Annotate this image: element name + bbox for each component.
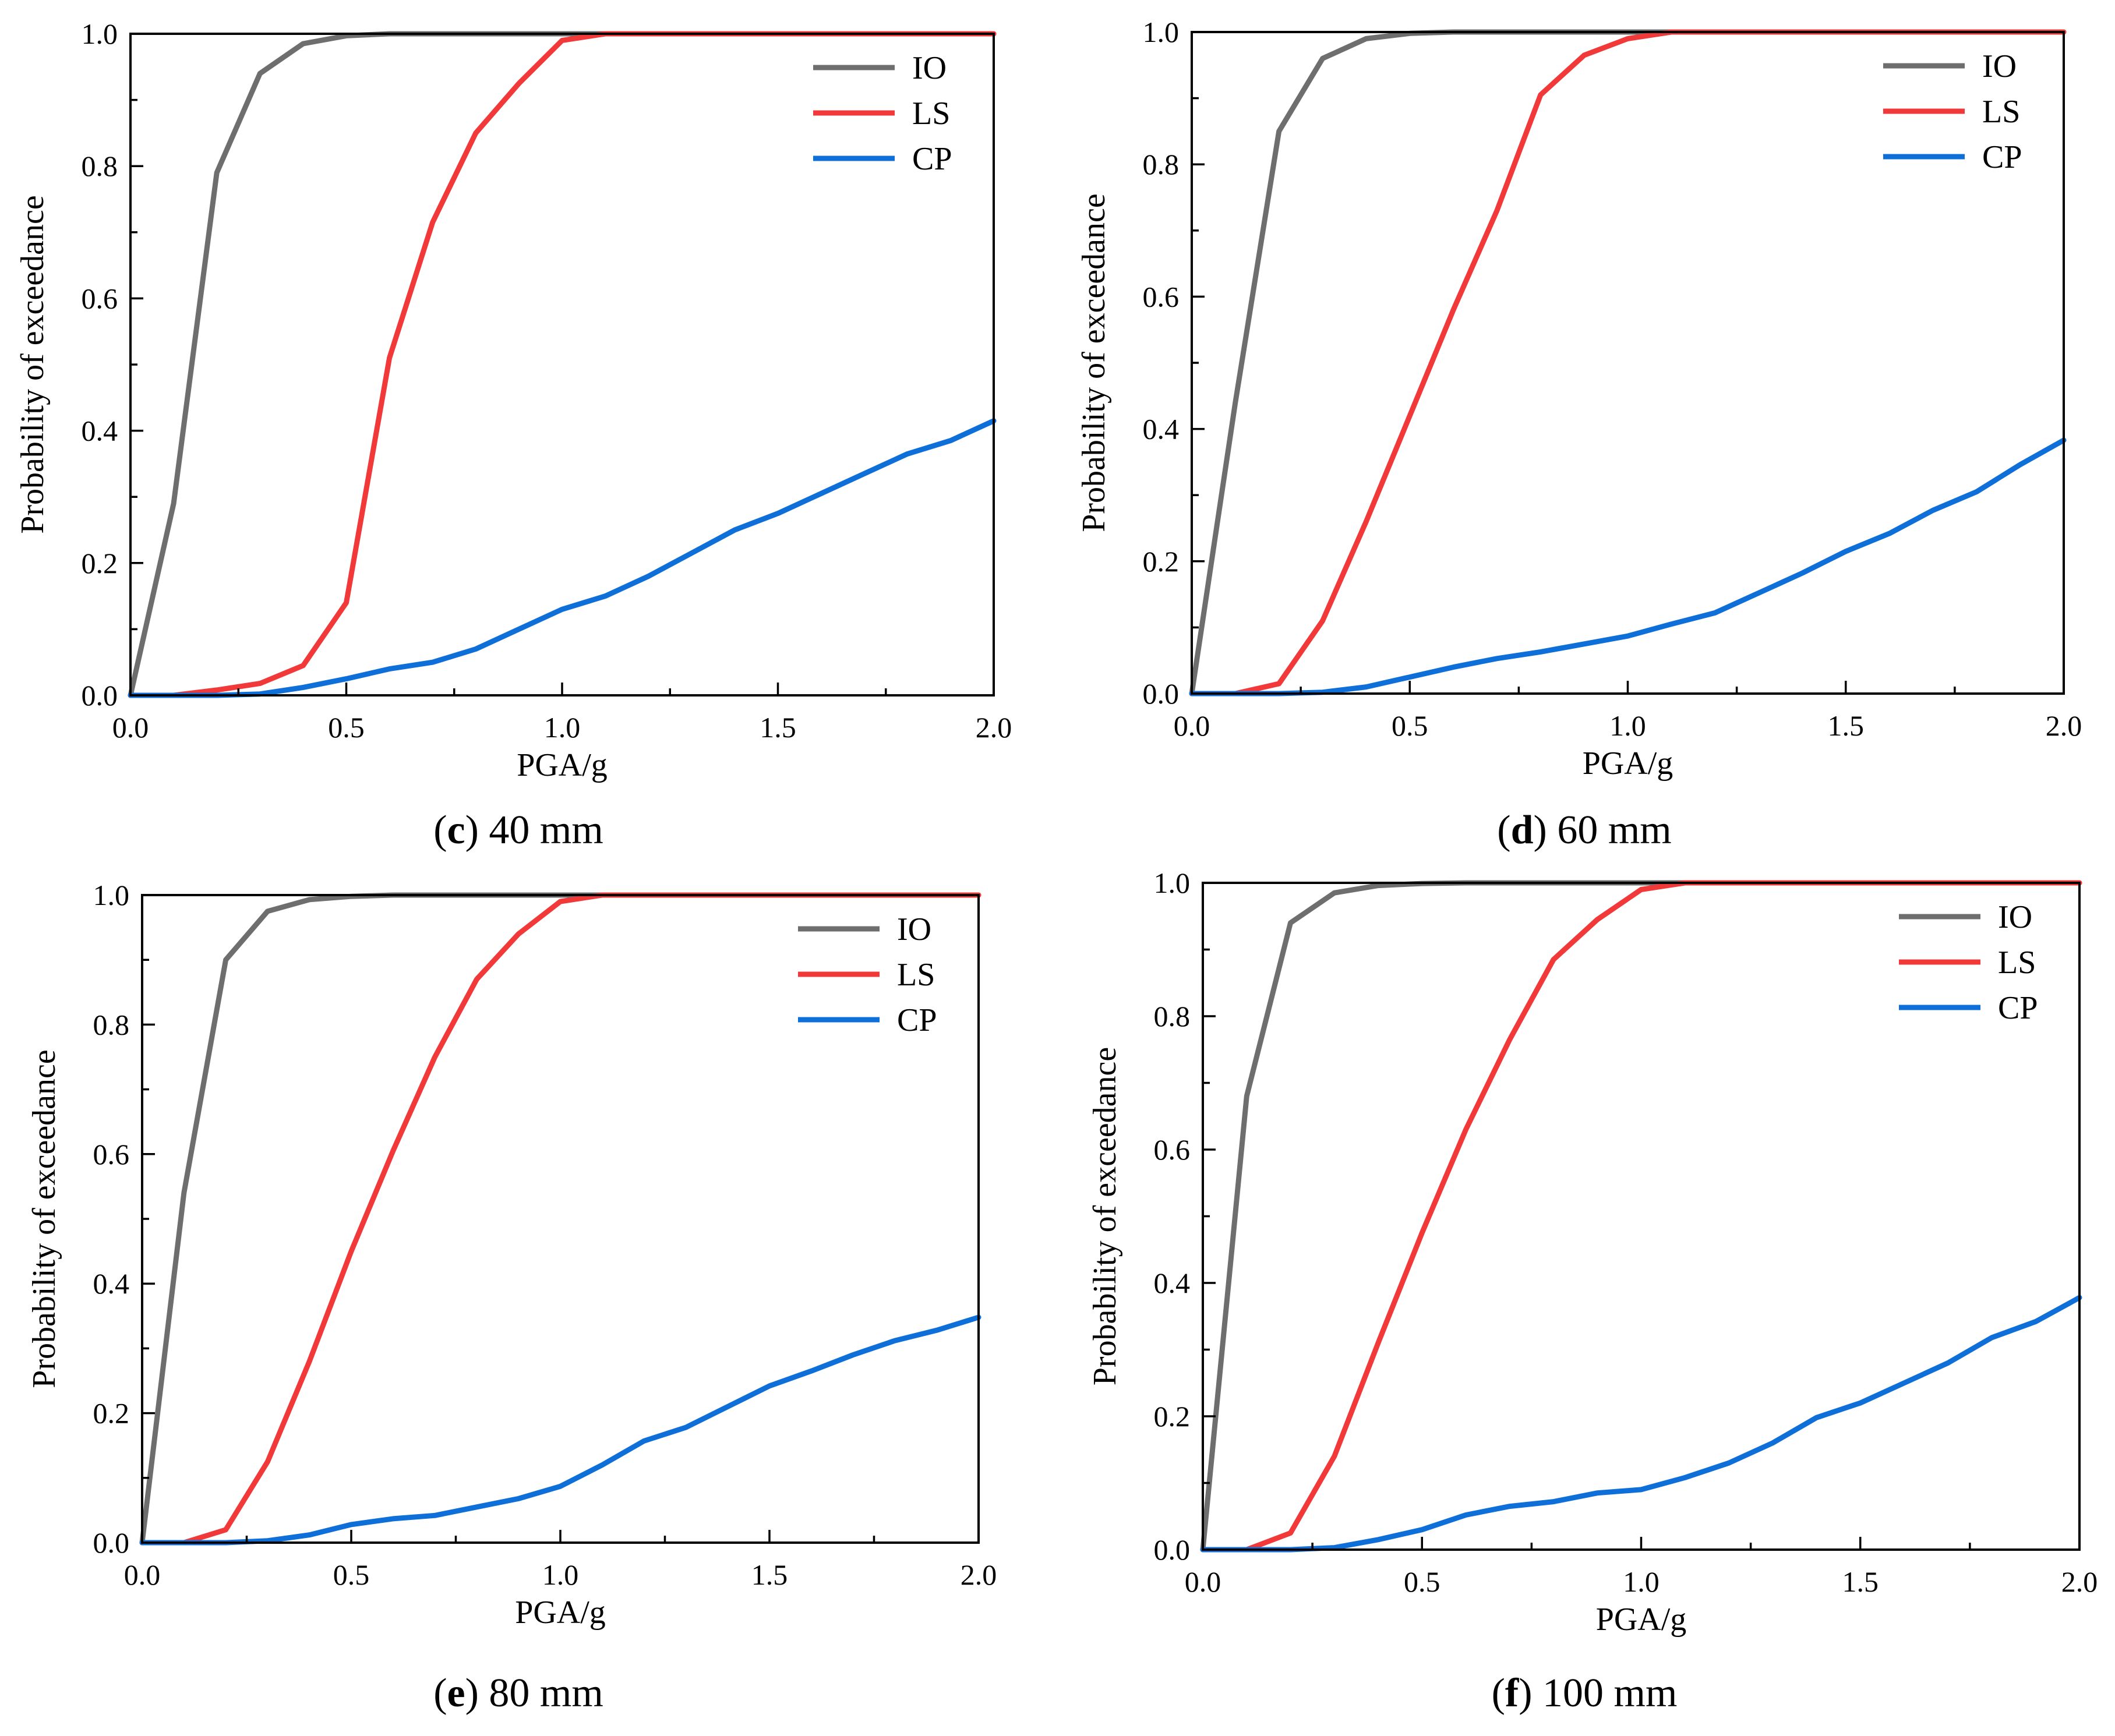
caption-letter: d: [1511, 808, 1534, 853]
x-tick-label: 0.5: [1392, 709, 1428, 742]
series-line-ls: [128, 31, 997, 698]
caption-text: 60 mm: [1547, 808, 1672, 853]
x-tick-label: 1.5: [760, 711, 796, 744]
panel-c: 0.0 0.5 1.0 1.5 2.00.00.20.40.60.81.0PGA/gPr…: [15, 17, 1012, 853]
legend-label-io: IO: [912, 50, 947, 86]
plot-frame: [1191, 31, 2065, 695]
x-tick-label: 2.0: [961, 1558, 997, 1591]
y-tick-label: 0.4: [82, 415, 118, 447]
y-tick-label: 0.6: [82, 282, 118, 314]
x-axis-label: PGA/g: [1596, 1601, 1687, 1638]
x-tick-label: 2.0: [2046, 709, 2082, 742]
legend-label-cp: CP: [897, 1002, 937, 1038]
legend-label-io: IO: [1982, 48, 2017, 84]
y-tick-label: 0.6: [93, 1138, 130, 1171]
y-tick-label: 0.6: [1154, 1133, 1191, 1166]
y-axis-label: Probability of exceedance: [26, 1049, 62, 1388]
x-tick-label: 1.0: [1609, 709, 1646, 742]
series-line-ls: [1189, 29, 2067, 696]
panel-caption: (f) 100 mm: [1492, 1671, 1678, 1716]
x-tick-label: 1.0: [542, 1558, 579, 1591]
series-line-cp: [1189, 437, 2067, 696]
series-line-io: [139, 892, 981, 1546]
caption-text: 80 mm: [479, 1671, 603, 1716]
x-tick-label: 1.5: [751, 1558, 788, 1591]
y-tick-label: 0.8: [82, 150, 118, 182]
x-tick-label: 1.5: [1842, 1565, 1879, 1598]
y-tick-label: 1.0: [82, 17, 118, 50]
series-line-cp: [128, 418, 997, 698]
legend-label-cp: CP: [1982, 139, 2022, 175]
x-tick-label: 2.0: [976, 711, 1012, 744]
x-axis-label: PGA/g: [517, 747, 608, 783]
y-tick-label: 0.6: [1143, 280, 1180, 313]
legend-label-cp: CP: [1998, 990, 2038, 1026]
series-line-ls: [1200, 880, 2082, 1553]
y-tick-label: 0.2: [1143, 545, 1180, 578]
series-line-io: [128, 31, 997, 698]
series-line-ls: [139, 892, 981, 1546]
legend-label-io: IO: [1998, 899, 2032, 935]
y-tick-label: 0.2: [1154, 1400, 1191, 1433]
series-line-cp: [139, 1314, 981, 1546]
legend-label-ls: LS: [1982, 94, 2020, 130]
series-line-io: [1189, 29, 2067, 696]
legend-label-io: IO: [897, 911, 931, 947]
x-tick-label: 1.0: [544, 711, 581, 744]
legend-label-ls: LS: [897, 957, 935, 993]
panel-f: 0.0 0.5 1.0 1.5 2.00.00.20.40.60.81.0PGA/gPr…: [1087, 867, 2098, 1716]
caption-letter: e: [447, 1671, 465, 1716]
y-tick-label: 0.0: [82, 679, 118, 712]
plot-frame: [129, 33, 995, 696]
x-tick-label: 0.0: [1174, 709, 1210, 742]
y-tick-label: 0.4: [1143, 413, 1180, 446]
x-tick-label: 1.0: [1623, 1565, 1659, 1598]
y-axis-label: Probability of exceedance: [1087, 1047, 1123, 1386]
x-tick-label: 0.0: [124, 1558, 161, 1591]
x-tick-label: 2.0: [2061, 1565, 2098, 1598]
y-tick-label: 0.0: [1154, 1533, 1191, 1566]
caption-text: 100 mm: [1533, 1671, 1678, 1716]
caption-letter: f: [1505, 1671, 1519, 1716]
y-tick-label: 0.0: [1143, 677, 1180, 710]
y-tick-label: 1.0: [1154, 867, 1191, 899]
y-tick-label: 0.8: [1143, 148, 1180, 181]
y-axis-label: Probability of exceedance: [15, 195, 51, 534]
y-tick-label: 0.4: [1154, 1267, 1191, 1299]
x-tick-label: 0.5: [333, 1558, 370, 1591]
legend-label-ls: LS: [1998, 945, 2036, 981]
x-tick-label: 0.5: [328, 711, 365, 744]
y-tick-label: 0.2: [82, 547, 118, 579]
x-axis-label: PGA/g: [515, 1594, 606, 1631]
x-tick-label: 1.5: [1828, 709, 1865, 742]
x-tick-label: 0.5: [1404, 1565, 1440, 1598]
x-axis-label: PGA/g: [1583, 745, 1673, 782]
panel-caption: (d) 60 mm: [1497, 808, 1671, 853]
plot-frame: [141, 894, 980, 1544]
y-tick-label: 0.8: [93, 1008, 130, 1041]
legend-label-ls: LS: [912, 96, 950, 132]
panel-caption: (e) 80 mm: [433, 1671, 603, 1716]
x-tick-label: 0.0: [1185, 1565, 1221, 1598]
y-tick-label: 0.4: [93, 1267, 130, 1300]
y-tick-label: 1.0: [1143, 16, 1180, 48]
caption-letter: c: [447, 808, 465, 853]
caption-text: 40 mm: [479, 808, 603, 853]
panel-e: 0.0 0.5 1.0 1.5 2.00.00.20.40.60.81.0PGA/gPr…: [26, 879, 997, 1716]
y-tick-label: 0.8: [1154, 1000, 1191, 1033]
y-axis-label: Probability of exceedance: [1076, 193, 1112, 532]
series-line-cp: [1200, 1295, 2082, 1553]
x-tick-label: 0.0: [112, 711, 149, 744]
panel-caption: (c) 40 mm: [433, 808, 603, 853]
y-tick-label: 0.2: [93, 1397, 130, 1430]
panel-d: 0.0 0.5 1.0 1.5 2.00.00.20.40.60.81.0PGA/gPr…: [1076, 16, 2082, 853]
y-tick-label: 1.0: [93, 879, 130, 911]
y-tick-label: 0.0: [93, 1526, 130, 1559]
legend-label-cp: CP: [912, 141, 952, 177]
